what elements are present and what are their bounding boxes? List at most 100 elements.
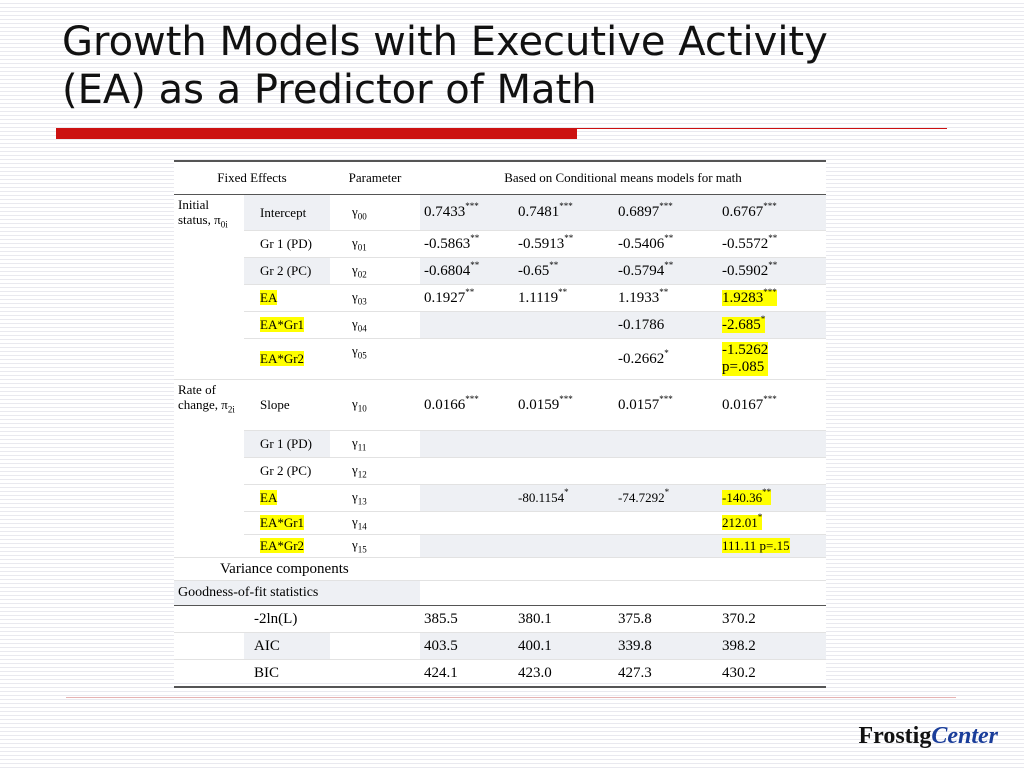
fit-stat-label: BIC	[244, 659, 330, 688]
group-initial-status: Initial status, π0i	[174, 194, 244, 380]
value-cell: 403.5	[420, 632, 514, 660]
slide-title: Growth Models with Executive Activity (E…	[62, 18, 962, 114]
value-cell: 0.0167***	[718, 379, 827, 431]
parameter-cell: γ11	[330, 430, 420, 458]
effect-label: Gr 2 (PC)	[244, 257, 330, 285]
table-row: Gr 2 (PC) γ02 -0.6804** -0.65** -0.5794*…	[174, 257, 827, 285]
value-cell	[420, 338, 514, 380]
value-cell	[420, 484, 514, 512]
table-row: Rate of change, π2i Slope γ10 0.0166*** …	[174, 379, 827, 558]
effect-label: Intercept	[244, 194, 330, 231]
parameter-cell: γ15	[330, 534, 420, 558]
parameter-cell: γ05	[330, 338, 420, 380]
highlighted-value: -2.685*	[722, 313, 766, 333]
highlighted-effect: EA*Gr2	[260, 351, 305, 366]
value-cell	[614, 534, 718, 558]
fit-stat-label: -2ln(L)	[244, 605, 330, 633]
table-row: -2ln(L) 385.5 380.1 375.8 370.2	[174, 605, 827, 633]
parameter-cell: γ04	[330, 311, 420, 339]
value-cell: 339.8	[614, 632, 718, 660]
parameter-cell: γ03	[330, 284, 420, 312]
highlighted-value: 111.11 p=.15	[722, 538, 790, 553]
value-cell: 0.6767***	[718, 194, 827, 231]
value-cell: -140.36**	[718, 484, 827, 512]
value-cell: -0.5794**	[614, 257, 718, 285]
value-cell	[718, 457, 827, 485]
value-cell	[420, 534, 514, 558]
highlighted-effect: EA*Gr1	[260, 515, 305, 530]
value-cell	[514, 430, 614, 458]
goodness-of-fit-row: Goodness-of-fit statistics	[174, 580, 827, 606]
value-cell	[514, 534, 614, 558]
value-cell: 1.1119**	[514, 284, 614, 312]
value-cell	[614, 457, 718, 485]
value-cell: 0.7481***	[514, 194, 614, 231]
parameter-cell: γ10	[330, 379, 420, 431]
header-parameter: Parameter	[330, 160, 420, 195]
value-cell	[420, 430, 514, 458]
value-cell: -0.5406**	[614, 230, 718, 258]
value-cell	[514, 457, 614, 485]
value-cell	[514, 338, 614, 380]
highlighted-value: 1.9283***	[722, 286, 777, 306]
parameter-cell: γ01	[330, 230, 420, 258]
table-row: EA*Gr1 γ14 212.01*	[174, 511, 827, 535]
value-cell: -0.5913**	[514, 230, 614, 258]
value-cell	[718, 430, 827, 458]
value-cell: 400.1	[514, 632, 614, 660]
parameter-cell: γ02	[330, 257, 420, 285]
parameter-cell: γ12	[330, 457, 420, 485]
value-cell	[420, 311, 514, 339]
table-row: EA*Gr2 γ05 -0.2662* -1.5262 p=.085	[174, 338, 827, 380]
value-cell: -0.5902**	[718, 257, 827, 285]
goodness-of-fit-label: Goodness-of-fit statistics	[174, 580, 420, 606]
variance-components-row: Variance components	[174, 557, 827, 581]
value-cell: 430.2	[718, 659, 827, 688]
table-row: AIC 403.5 400.1 339.8 398.2	[174, 632, 827, 660]
highlighted-value: -140.36**	[722, 487, 772, 505]
table-row: Gr 1 (PD) γ01 -0.5863** -0.5913** -0.540…	[174, 230, 827, 258]
frostig-center-logo: FrostigCenter	[858, 723, 998, 749]
value-cell: 375.8	[614, 605, 718, 633]
value-cell: -0.65**	[514, 257, 614, 285]
parameter-cell: γ13	[330, 484, 420, 512]
highlighted-effect: EA	[260, 290, 278, 305]
highlighted-effect: EA*Gr2	[260, 538, 305, 553]
value-cell	[614, 511, 718, 535]
value-cell	[420, 511, 514, 535]
fit-stat-label: AIC	[244, 632, 330, 660]
value-cell: 370.2	[718, 605, 827, 633]
value-cell: 1.1933**	[614, 284, 718, 312]
value-cell: -2.685*	[718, 311, 827, 339]
value-cell: 1.9283***	[718, 284, 827, 312]
title-underline-rule	[577, 128, 947, 129]
header-fixed-effects: Fixed Effects	[174, 160, 330, 195]
header-models: Based on Conditional means models for ma…	[420, 160, 827, 195]
effect-label: EA*Gr2	[244, 534, 330, 558]
value-cell: 111.11 p=.15	[718, 534, 827, 558]
table-row: EA γ03 0.1927** 1.1119** 1.1933** 1.9283…	[174, 284, 827, 312]
value-cell: 0.1927**	[420, 284, 514, 312]
group-rate-of-change: Rate of change, π2i	[174, 379, 244, 558]
effect-label: Slope	[244, 379, 330, 431]
value-cell: 0.0157***	[614, 379, 718, 431]
value-cell: -74.7292*	[614, 484, 718, 512]
table-row: EA*Gr1 γ04 -0.1786 -2.685*	[174, 311, 827, 339]
value-cell: 380.1	[514, 605, 614, 633]
value-cell: 0.7433***	[420, 194, 514, 231]
title-line-1: Growth Models with Executive Activity	[62, 19, 828, 65]
table-row: Gr 1 (PD) γ11	[174, 430, 827, 458]
value-cell	[614, 430, 718, 458]
effect-label: Gr 1 (PD)	[244, 230, 330, 258]
value-cell: 0.6897***	[614, 194, 718, 231]
effect-label: Gr 2 (PC)	[244, 457, 330, 485]
value-cell: 0.0166***	[420, 379, 514, 431]
highlighted-effect: EA*Gr1	[260, 317, 305, 332]
value-cell: -0.5572**	[718, 230, 827, 258]
footer-rule	[66, 697, 956, 698]
effect-label: EA	[244, 284, 330, 312]
value-cell: -1.5262 p=.085	[718, 338, 827, 380]
effect-label: EA	[244, 484, 330, 512]
value-cell	[514, 511, 614, 535]
value-cell: 212.01*	[718, 511, 827, 535]
